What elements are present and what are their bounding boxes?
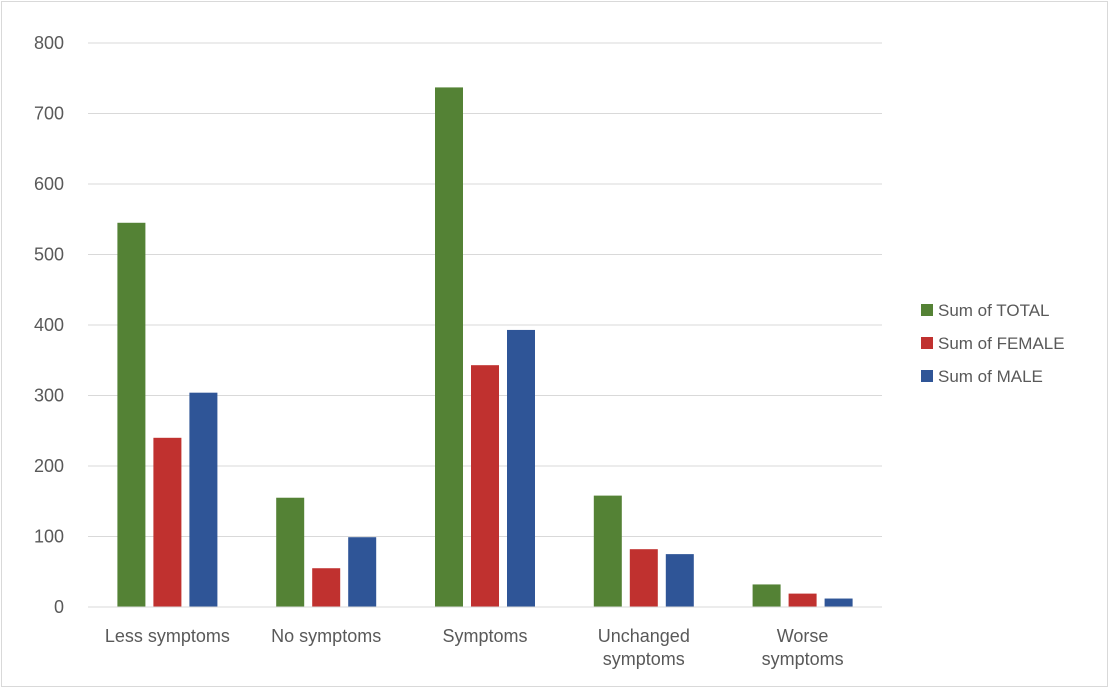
bar-sum-of-male-2 bbox=[507, 329, 535, 607]
y-tick-label: 700 bbox=[34, 104, 64, 124]
y-tick-label: 0 bbox=[54, 597, 64, 617]
bar-sum-of-male-4 bbox=[824, 598, 853, 607]
legend-swatch bbox=[921, 337, 933, 349]
bar-sum-of-female-3 bbox=[629, 549, 658, 607]
bar-sum-of-female-0 bbox=[153, 437, 182, 607]
y-tick-label: 600 bbox=[34, 174, 64, 194]
bar-sum-of-total-0 bbox=[117, 222, 146, 607]
y-tick-label: 500 bbox=[34, 245, 64, 265]
grid-lines bbox=[88, 42, 882, 537]
x-category-label: Less symptoms bbox=[105, 626, 230, 646]
bar-sum-of-male-3 bbox=[665, 554, 694, 607]
bar-sum-of-female-2 bbox=[471, 365, 499, 607]
legend: Sum of TOTAL Sum of FEMALE Sum of MALE bbox=[921, 301, 1065, 386]
bar-sum-of-male-1 bbox=[348, 537, 377, 607]
y-tick-label: 100 bbox=[34, 527, 64, 547]
x-category-label: Symptoms bbox=[442, 626, 527, 646]
x-category-label: symptoms bbox=[603, 649, 685, 669]
legend-swatch bbox=[921, 304, 933, 316]
bar-sum-of-male-0 bbox=[189, 392, 218, 607]
bar-sum-of-total-3 bbox=[593, 495, 622, 607]
y-tick-label: 800 bbox=[34, 33, 64, 53]
legend-label: Sum of FEMALE bbox=[938, 334, 1065, 353]
bar-sum-of-female-1 bbox=[312, 568, 341, 607]
legend-swatch bbox=[921, 370, 933, 382]
legend-label: Sum of MALE bbox=[938, 367, 1043, 386]
x-category-label: No symptoms bbox=[271, 626, 381, 646]
y-axis-tick-labels: 0 100 200 300 400 500 600 700 800 bbox=[34, 33, 64, 617]
y-tick-label: 200 bbox=[34, 456, 64, 476]
x-category-label: symptoms bbox=[762, 649, 844, 669]
bar-sum-of-total-4 bbox=[752, 584, 781, 607]
bars bbox=[117, 87, 853, 608]
y-tick-label: 300 bbox=[34, 386, 64, 406]
bar-sum-of-total-1 bbox=[276, 497, 305, 607]
x-category-label: Unchanged bbox=[598, 626, 690, 646]
bar-sum-of-female-4 bbox=[788, 593, 817, 607]
x-axis-category-labels: Less symptoms No symptoms Symptoms Unchange… bbox=[105, 626, 844, 669]
bar-sum-of-total-2 bbox=[435, 87, 463, 608]
legend-label: Sum of TOTAL bbox=[938, 301, 1050, 320]
y-tick-label: 400 bbox=[34, 315, 64, 335]
x-category-label: Worse bbox=[777, 626, 829, 646]
